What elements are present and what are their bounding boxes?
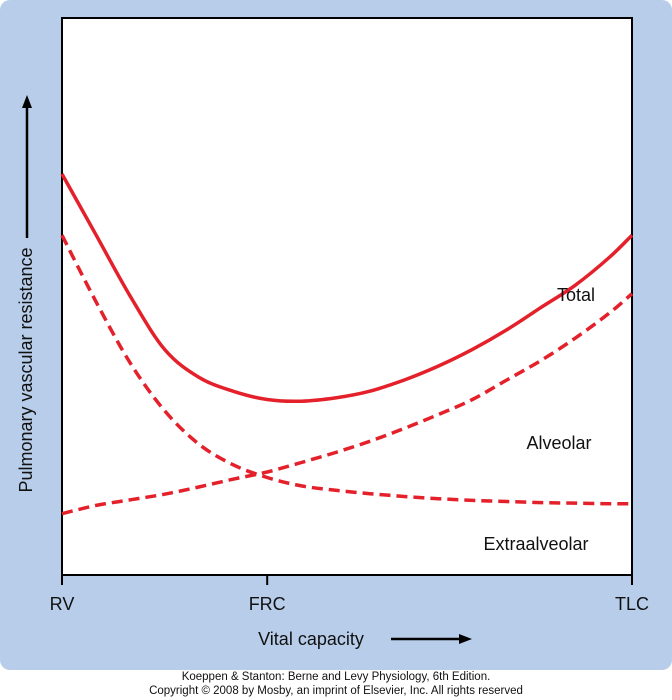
x-axis-ticks xyxy=(61,575,633,585)
footer-line-1: Koeppen & Stanton: Berne and Levy Physio… xyxy=(181,671,491,683)
x-axis-arrow xyxy=(391,634,472,644)
series-label-alveolar: Alveolar xyxy=(526,433,591,453)
x-tick-label-rv: RV xyxy=(50,594,75,614)
series-label-extraalveolar: Extraalveolar xyxy=(483,534,588,554)
series-label-total: Total xyxy=(557,285,595,305)
x-tick-labels: RV FRC TLC xyxy=(50,594,649,614)
x-tick-label-tlc: TLC xyxy=(615,594,649,614)
footer-line-2: Copyright © 2008 by Mosby, an imprint of… xyxy=(149,685,523,697)
series-line-total xyxy=(60,173,634,404)
y-axis-arrow xyxy=(22,95,32,238)
y-axis-label: Pulmonary vascular resistance xyxy=(16,247,36,492)
x-tick-label-frc: FRC xyxy=(249,594,286,614)
plot-area xyxy=(61,17,633,576)
footer: Koeppen & Stanton: Berne and Levy Physio… xyxy=(0,670,672,700)
series-lines xyxy=(60,173,634,516)
chart: RV FRC TLC Total Alveolar Extraalveolar Vi… xyxy=(16,17,649,649)
x-axis-label: Vital capacity xyxy=(258,629,364,649)
series-line-extraalveolar xyxy=(60,234,633,506)
series-line-alveolar xyxy=(61,292,634,516)
